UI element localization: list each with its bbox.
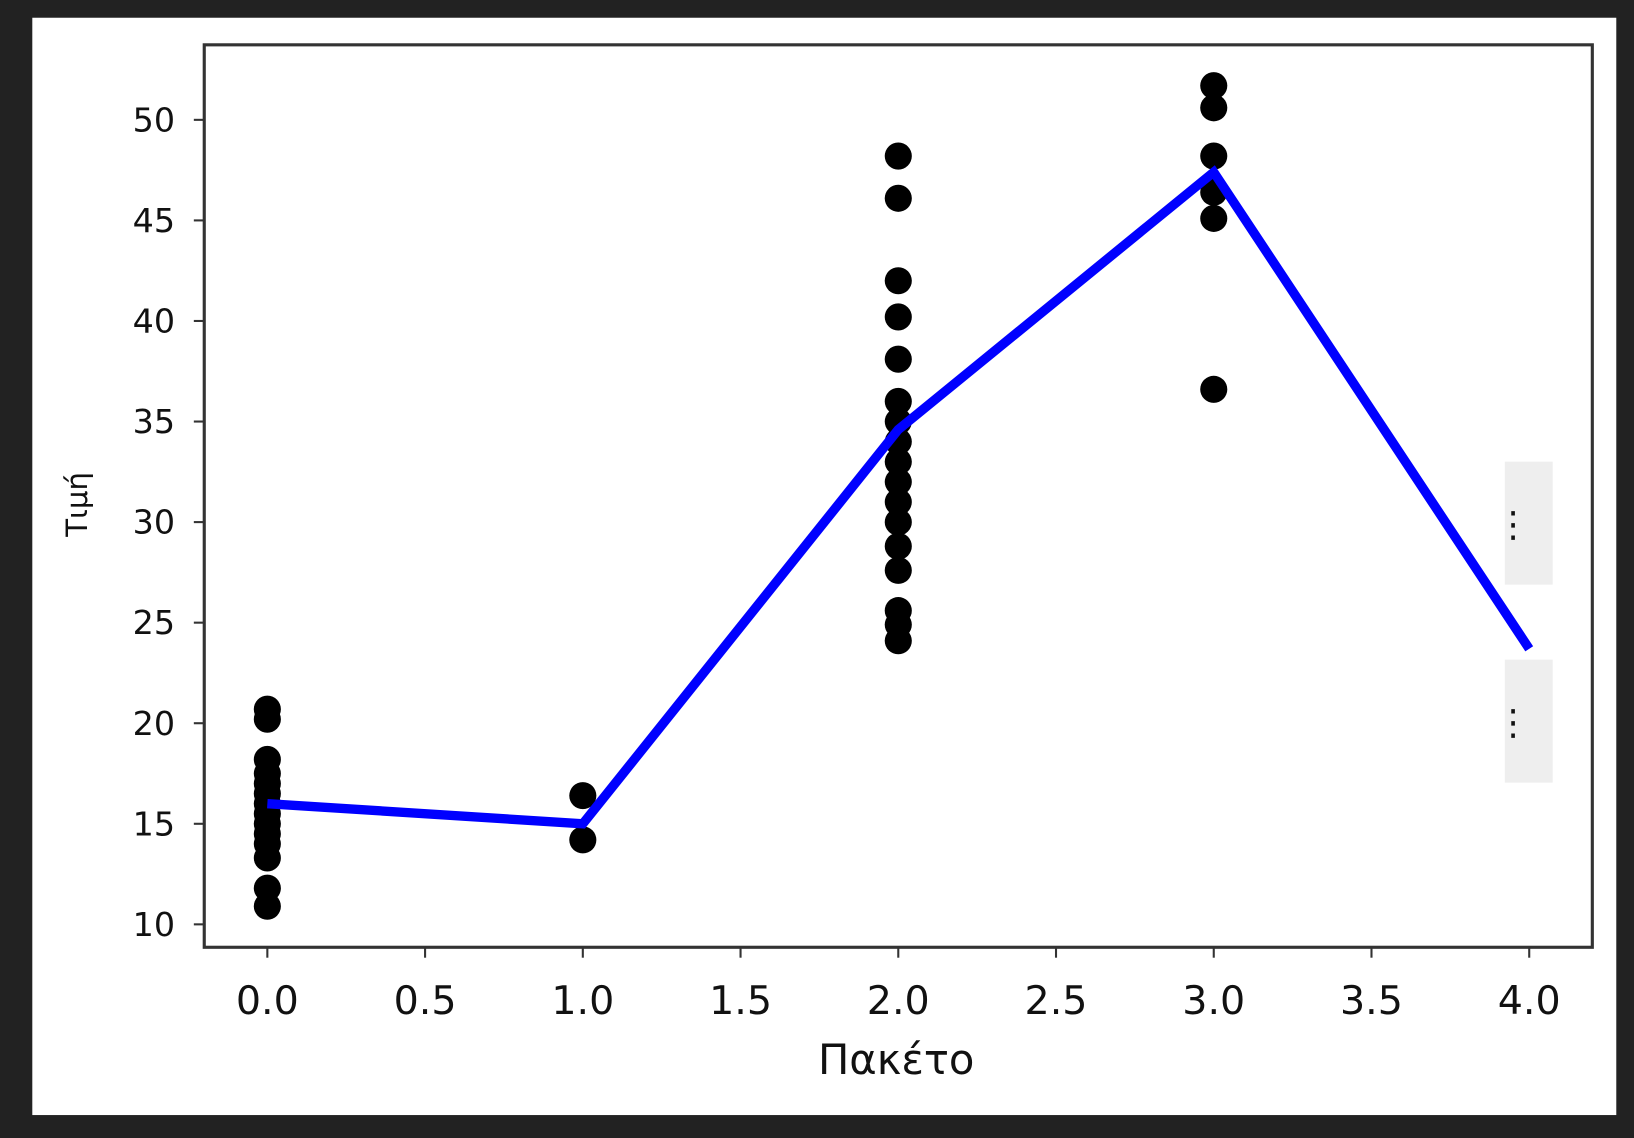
y-tick-label: 30 bbox=[133, 503, 175, 542]
point bbox=[884, 627, 912, 655]
annotation: ⋮ bbox=[1495, 504, 1530, 545]
annotation: ⋮ bbox=[1495, 702, 1530, 743]
y-tick-label: 10 bbox=[133, 905, 175, 944]
point bbox=[884, 556, 912, 584]
y-tick-label: 25 bbox=[133, 603, 175, 642]
point bbox=[884, 267, 912, 295]
y-axis-label: Τιμή bbox=[60, 472, 94, 538]
line bbox=[267, 165, 1534, 829]
point bbox=[884, 468, 912, 496]
x-tick-label: 2.0 bbox=[867, 978, 930, 1024]
y-tick-label: 50 bbox=[133, 100, 175, 139]
point bbox=[1200, 94, 1228, 122]
x-tick-label: 1.5 bbox=[709, 978, 772, 1024]
y-tick-label: 20 bbox=[133, 704, 175, 743]
x-axis-label: Πακέτο bbox=[818, 1035, 974, 1084]
point bbox=[569, 826, 597, 854]
point bbox=[884, 184, 912, 212]
point bbox=[1200, 204, 1228, 232]
x-tick-label: 1.0 bbox=[551, 978, 614, 1024]
annotation-box bbox=[1504, 659, 1553, 783]
point bbox=[884, 488, 912, 516]
point bbox=[253, 892, 281, 920]
y-tick-label: 40 bbox=[133, 302, 175, 341]
point bbox=[253, 705, 281, 733]
x-tick-label: 2.5 bbox=[1025, 978, 1088, 1024]
x-tick-label: 0.0 bbox=[236, 978, 299, 1024]
y-tick-label: 35 bbox=[133, 402, 175, 441]
y-tick-label: 15 bbox=[133, 804, 175, 843]
point bbox=[1200, 72, 1228, 100]
point bbox=[1200, 142, 1228, 170]
point bbox=[1200, 375, 1228, 403]
y-tick-label: 45 bbox=[133, 201, 175, 240]
point bbox=[884, 303, 912, 331]
point bbox=[884, 532, 912, 560]
point bbox=[569, 782, 597, 810]
x-tick-label: 0.5 bbox=[394, 978, 457, 1024]
x-tick-label: 3.5 bbox=[1340, 978, 1403, 1024]
point bbox=[884, 345, 912, 373]
point bbox=[884, 508, 912, 536]
canvas bbox=[32, 17, 1617, 1116]
point bbox=[884, 387, 912, 415]
point bbox=[253, 844, 281, 872]
x-tick-label: 4.0 bbox=[1498, 978, 1561, 1024]
x-tick-label: 3.0 bbox=[1182, 978, 1245, 1024]
point bbox=[884, 448, 912, 476]
annotation-box bbox=[1504, 461, 1553, 585]
point bbox=[884, 142, 912, 170]
